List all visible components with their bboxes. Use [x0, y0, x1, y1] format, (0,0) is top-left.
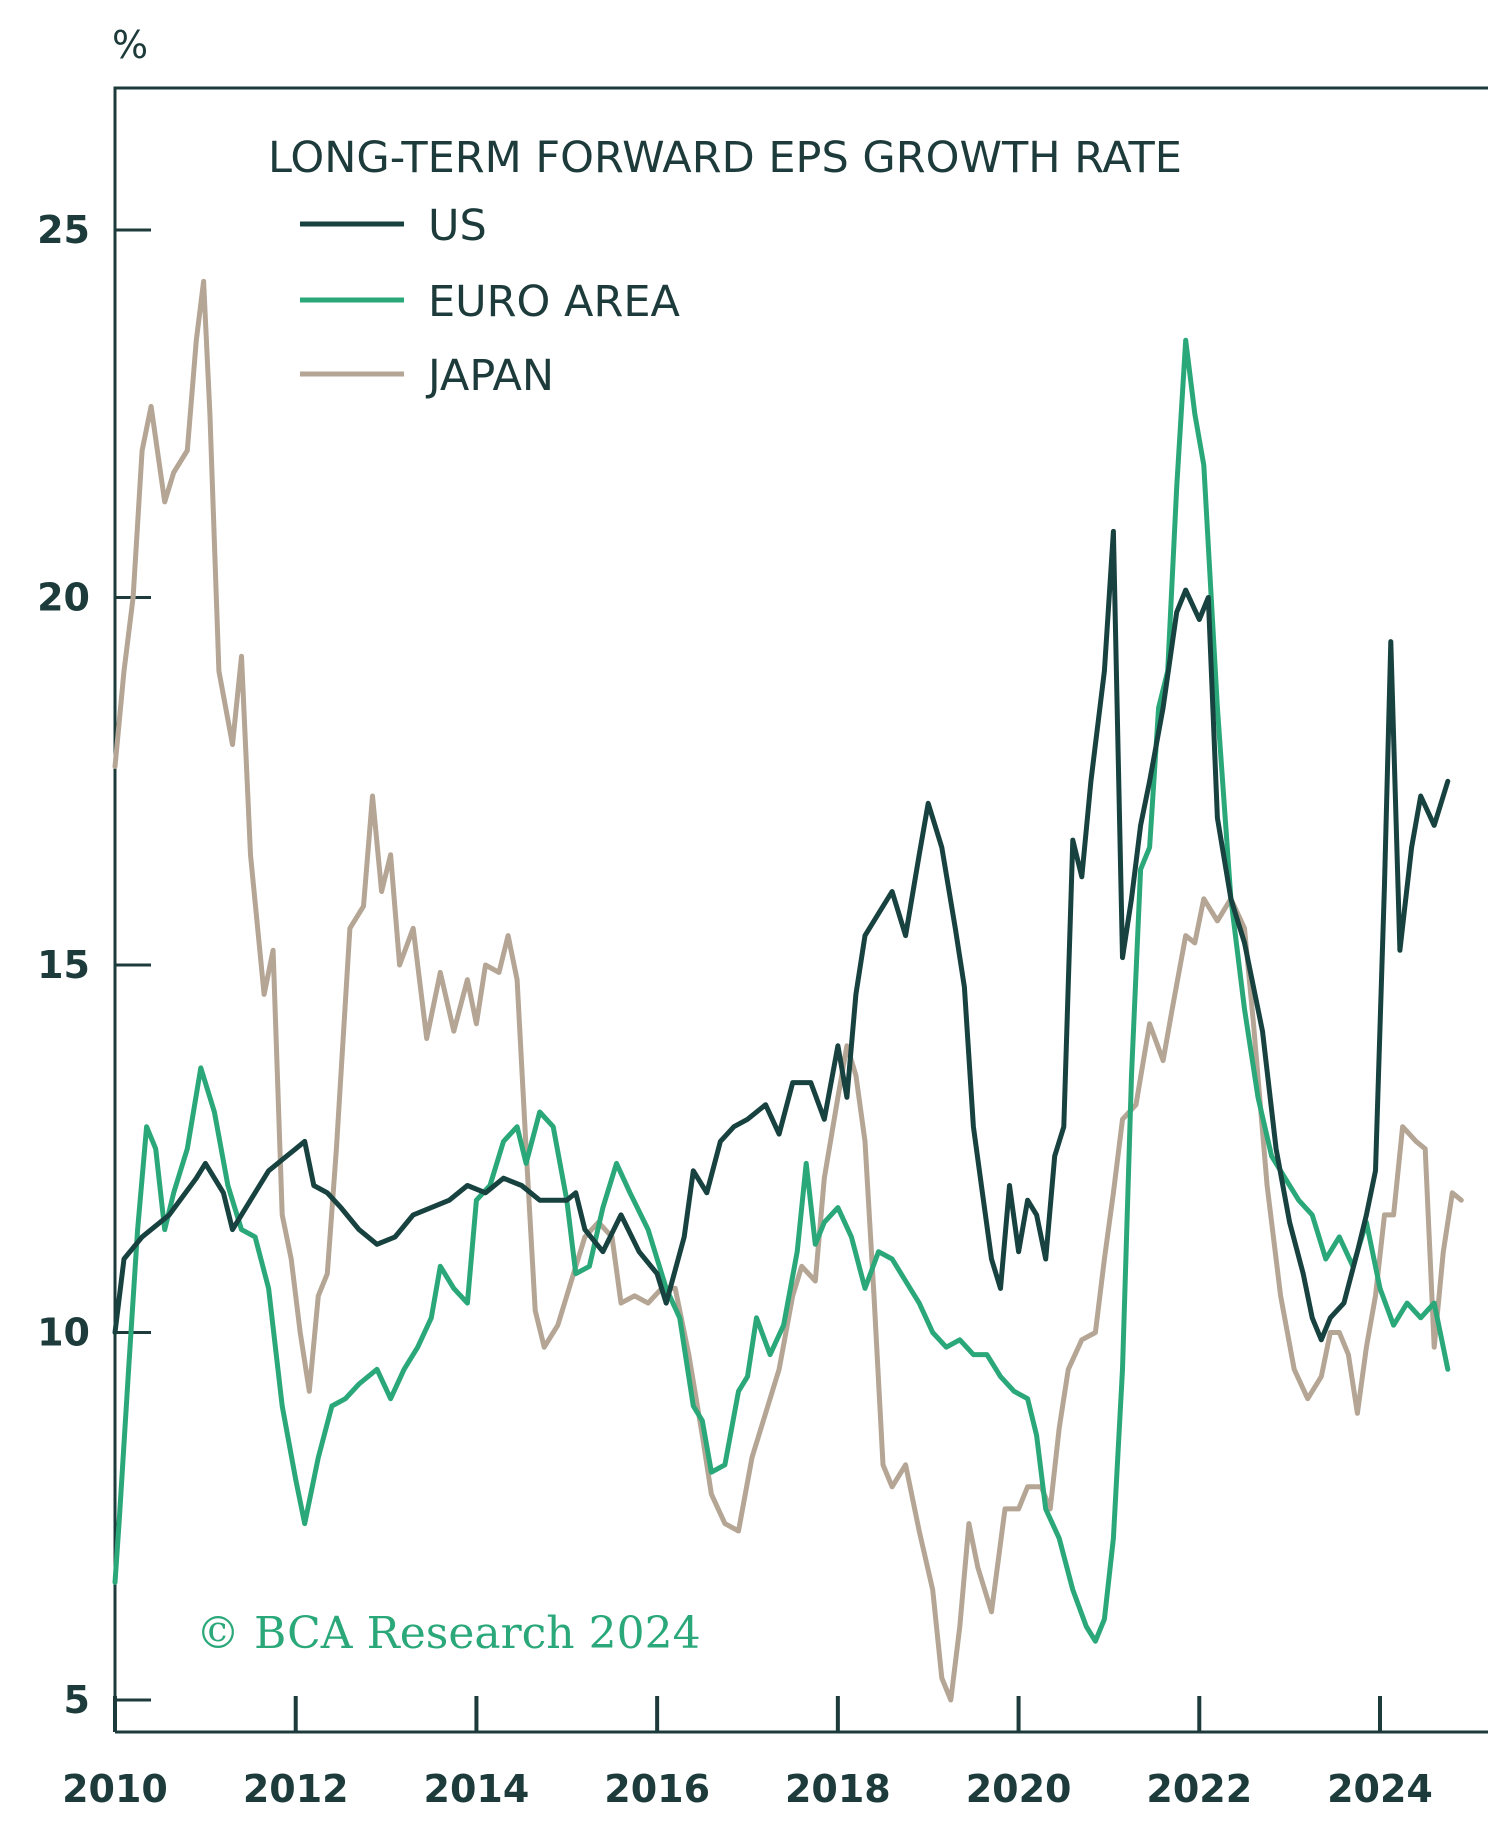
chart-axes: 5 10 15 20 25 2010 2012 2014 2016 2018 2020 2022 202…: [37, 86, 1488, 1811]
plot-frame: [113, 86, 1488, 1732]
x-tick-label: 2020: [966, 1767, 1072, 1811]
y-tick-label: 15: [37, 943, 90, 987]
series-line-us: [112, 528, 1451, 1343]
y-unit-label: %: [112, 23, 148, 67]
legend-label-us: US: [428, 201, 487, 251]
x-tick-label: 2024: [1327, 1767, 1433, 1811]
legend-label-euro-area: EURO AREA: [428, 277, 680, 327]
series-line-japan: [112, 278, 1464, 1703]
chart-series-lines: [112, 278, 1464, 1703]
chart-legend: LONG-TERM FORWARD EPS GROWTH RATE US EUR…: [268, 133, 1182, 401]
copyright-notice: © BCA Research 2024: [196, 1608, 701, 1659]
x-tick-label: 2010: [62, 1767, 168, 1811]
x-tick-label: 2014: [424, 1767, 530, 1811]
chart-title: LONG-TERM FORWARD EPS GROWTH RATE: [268, 133, 1182, 183]
legend-label-japan: JAPAN: [425, 351, 554, 401]
y-tick-label: 20: [37, 576, 90, 620]
x-tick-label: 2022: [1146, 1767, 1252, 1811]
x-tick-label: 2018: [785, 1767, 891, 1811]
series-line-euro-area: [112, 337, 1451, 1644]
x-tick-label: 2016: [604, 1767, 710, 1811]
y-tick-label: 10: [37, 1311, 90, 1355]
y-tick-label: 5: [64, 1678, 90, 1722]
x-tick-label: 2012: [243, 1767, 349, 1811]
y-tick-label: 25: [37, 208, 90, 252]
